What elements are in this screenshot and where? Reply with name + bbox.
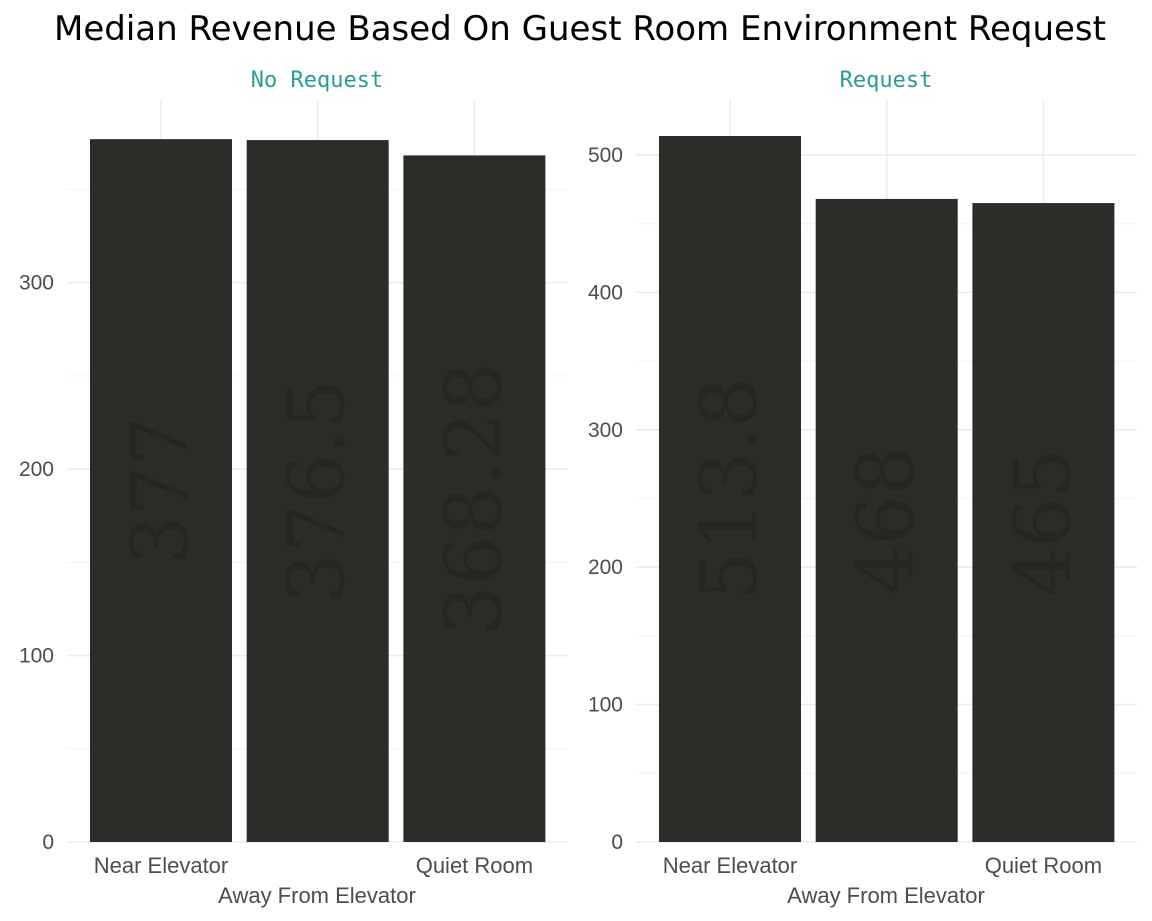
bar-request-quiet-room — [972, 203, 1115, 843]
y-tick-label: 100 — [588, 694, 623, 717]
bar-no-request-away-from-elevator — [246, 140, 389, 843]
y-tick-label: 0 — [611, 831, 623, 854]
bar-value-label: 513.8 — [685, 377, 775, 600]
bar-no-request-near-elevator — [90, 139, 232, 842]
panel-request: 0 100 200 300 400 500 513.8 468 465 Near Elevator… — [588, 68, 1137, 878]
y-tick-label: 300 — [588, 419, 623, 442]
bar-value-label: 377 — [116, 416, 206, 565]
bar-request-away-from-elevator — [815, 198, 958, 842]
x-tick-label: Quiet Room — [416, 853, 533, 878]
y-tick-label: 0 — [42, 831, 54, 854]
bar-request-near-elevator — [659, 136, 801, 843]
y-tick-label: 100 — [19, 645, 54, 668]
chart-title: Median Revenue Based On Guest Room Envir… — [54, 9, 1106, 49]
x-tick-label: Near Elevator — [663, 853, 798, 878]
facet-strip-label: Request — [840, 68, 933, 93]
x-tick-label: Quiet Room — [985, 853, 1102, 878]
y-tick-label: 200 — [19, 458, 54, 481]
panels-layer: 0 100 200 300 377 376.5 368.28 Near Elevator Qui… — [19, 68, 1137, 878]
x-tick-label: Near Elevator — [94, 853, 229, 878]
facet-strip-label: No Request — [251, 68, 383, 93]
bar-no-request-quiet-room — [403, 155, 546, 842]
y-tick-label: 500 — [588, 144, 623, 167]
bar-value-label: 368.28 — [429, 362, 519, 635]
y-tick-label: 400 — [588, 281, 623, 304]
bar-value-label: 376.5 — [273, 379, 363, 602]
bar-value-label: 468 — [842, 446, 932, 595]
bar-value-label: 465 — [998, 448, 1088, 597]
x-axis-label-request: Away From Elevator — [787, 883, 985, 908]
x-axis-label-no-request: Away From Elevator — [218, 883, 416, 908]
panel-no-request: 0 100 200 300 377 376.5 368.28 Near Elevator Qui… — [19, 68, 568, 878]
y-tick-label: 200 — [588, 556, 623, 579]
y-tick-label: 300 — [19, 272, 54, 295]
